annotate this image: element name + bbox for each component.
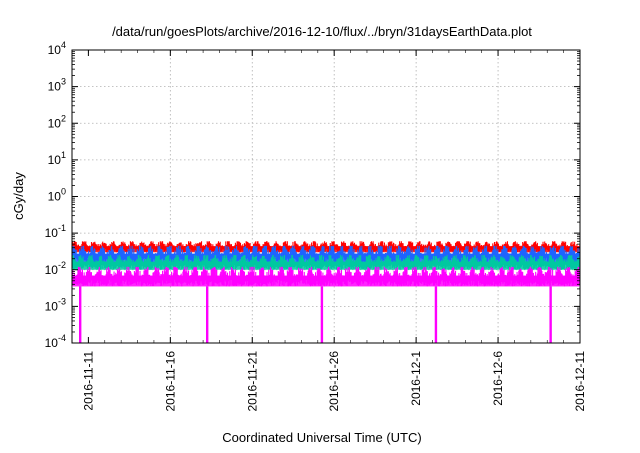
grid [72, 50, 580, 343]
y-tick-label: 10-3 [45, 296, 66, 313]
series-core [73, 246, 579, 253]
series-core [73, 275, 579, 287]
chart-title: /data/run/goesPlots/archive/2016-12-10/f… [112, 24, 532, 39]
x-tick-label: 2016-11-16 [163, 351, 177, 412]
y-tick-labels: 10-4 10-3 10-2 10-1 100 101 102 103 104 [45, 40, 66, 350]
y-tick-label: 100 [48, 187, 66, 204]
x-tick-label: 2016-12-1 [409, 351, 423, 406]
y-tick-label: 103 [48, 77, 66, 94]
series-core [73, 253, 579, 264]
y-tick-label: 10-1 [45, 223, 66, 240]
y-tick-label: 10-4 [45, 333, 66, 350]
y-axis-label: cGy/day [11, 172, 26, 220]
x-tick-label: 2016-11-11 [81, 351, 95, 411]
x-axis-label: Coordinated Universal Time (UTC) [222, 430, 421, 445]
x-tick-label: 2016-11-21 [245, 351, 259, 412]
series-line [71, 266, 581, 343]
ticks [71, 49, 581, 344]
y-tick-label: 102 [48, 113, 66, 130]
y-tick-label: 104 [48, 40, 66, 57]
data-layer [71, 241, 581, 343]
x-tick-labels: 2016-11-11 2016-11-16 2016-11-21 2016-11-26… [81, 351, 587, 412]
series-dip [205, 286, 209, 343]
y-tick-label: 10-2 [45, 260, 66, 277]
series-dip [320, 286, 324, 343]
series-dip [78, 286, 82, 343]
x-tick-label: 2016-12-11 [573, 351, 587, 412]
series-dip [434, 286, 438, 343]
series-dip [549, 286, 552, 343]
x-tick-label: 2016-12-6 [491, 351, 505, 406]
series-core [73, 261, 579, 270]
x-tick-label: 2016-11-26 [327, 351, 341, 412]
y-tick-label: 101 [48, 150, 66, 167]
